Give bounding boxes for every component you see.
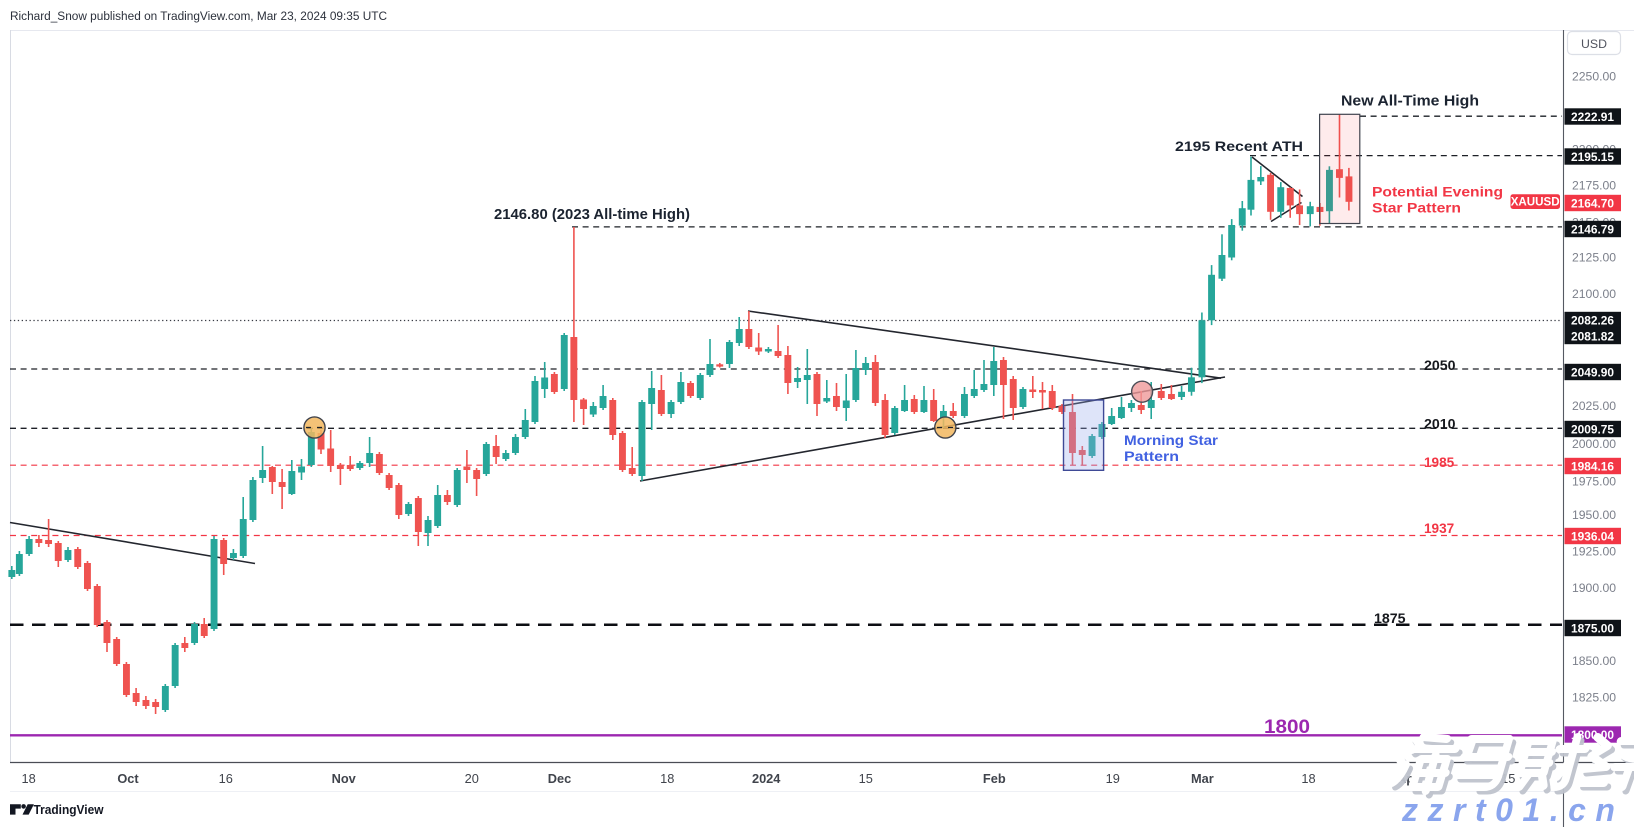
svg-text:Feb: Feb	[983, 771, 1006, 786]
svg-text:1984.16: 1984.16	[1571, 459, 1614, 473]
svg-text:2195.15: 2195.15	[1571, 150, 1614, 164]
svg-text:XAUUSD: XAUUSD	[1511, 196, 1560, 209]
svg-text:2009.75: 2009.75	[1571, 422, 1614, 436]
svg-text:1800: 1800	[1264, 716, 1310, 738]
svg-text:2000.00: 2000.00	[1572, 437, 1616, 451]
svg-text:20: 20	[465, 771, 479, 786]
svg-text:2164.70: 2164.70	[1571, 196, 1614, 210]
svg-text:2175.00: 2175.00	[1572, 179, 1616, 193]
svg-text:Pattern: Pattern	[1124, 449, 1179, 465]
svg-text:2049.90: 2049.90	[1571, 365, 1614, 379]
svg-text:1825.00: 1825.00	[1572, 691, 1616, 705]
svg-text:1900.00: 1900.00	[1572, 581, 1616, 595]
svg-text:2250.00: 2250.00	[1572, 69, 1616, 83]
svg-text:1985: 1985	[1424, 455, 1455, 470]
svg-text:2050: 2050	[1424, 358, 1456, 374]
svg-text:18: 18	[1301, 771, 1315, 786]
svg-text:1925.00: 1925.00	[1572, 545, 1616, 559]
svg-text:2025.00: 2025.00	[1572, 399, 1616, 413]
svg-text:1975.00: 1975.00	[1572, 474, 1616, 488]
svg-text:18: 18	[21, 771, 35, 786]
svg-text:2081.82: 2081.82	[1571, 329, 1614, 343]
svg-text:1950.00: 1950.00	[1572, 508, 1616, 522]
svg-text:Morning Star: Morning Star	[1124, 433, 1219, 449]
svg-text:2195 Recent ATH: 2195 Recent ATH	[1175, 139, 1303, 154]
svg-text:2146.80 (2023 All-time High): 2146.80 (2023 All-time High)	[494, 207, 690, 223]
svg-text:1850.00: 1850.00	[1572, 654, 1616, 668]
svg-text:Dec: Dec	[548, 771, 571, 786]
svg-text:2082.26: 2082.26	[1571, 313, 1614, 327]
svg-text:1875.00: 1875.00	[1571, 621, 1614, 635]
svg-text:Potential Evening: Potential Evening	[1372, 185, 1503, 201]
svg-text:Oct: Oct	[117, 771, 139, 786]
svg-text:zzrt01.cn: zzrt01.cn	[1401, 792, 1624, 827]
svg-text:1936.04: 1936.04	[1571, 529, 1614, 543]
svg-text:New All-Time High: New All-Time High	[1341, 93, 1479, 110]
svg-text:Nov: Nov	[332, 771, 357, 786]
svg-text:TradingView: TradingView	[34, 802, 105, 817]
svg-text:18: 18	[660, 771, 674, 786]
svg-text:15: 15	[859, 771, 873, 786]
svg-text:2024: 2024	[752, 771, 781, 786]
svg-text:2222.91: 2222.91	[1571, 110, 1614, 124]
svg-text:Richard_Snow published on Trad: Richard_Snow published on TradingView.co…	[10, 9, 387, 23]
svg-text:1875: 1875	[1374, 611, 1406, 627]
svg-text:2125.00: 2125.00	[1572, 251, 1616, 265]
svg-text:1937: 1937	[1424, 521, 1454, 536]
svg-text:Mar: Mar	[1191, 771, 1214, 786]
svg-text:USD: USD	[1581, 37, 1607, 51]
svg-text:2100.00: 2100.00	[1572, 287, 1616, 301]
svg-text:2010: 2010	[1424, 417, 1456, 433]
svg-text:19: 19	[1106, 771, 1120, 786]
svg-text:Star Pattern: Star Pattern	[1372, 201, 1461, 217]
svg-text:16: 16	[219, 771, 233, 786]
svg-text:2146.79: 2146.79	[1571, 222, 1614, 236]
